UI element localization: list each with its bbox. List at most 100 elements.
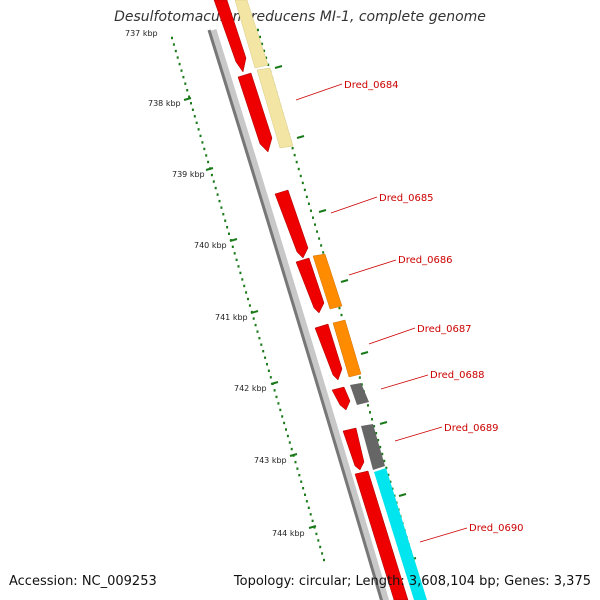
feature-block-grey (350, 383, 369, 405)
ruler-major-tick (340, 279, 349, 283)
ruler-dot (283, 421, 286, 425)
ruler-dot (239, 271, 242, 275)
ruler-dot (216, 193, 219, 196)
feature-track (234, 0, 427, 600)
ruler-dot (299, 174, 302, 178)
ruler-dot (338, 306, 341, 310)
ruler-dot (307, 202, 310, 205)
ruler-major-tick (250, 310, 259, 314)
ruler-dot (186, 89, 189, 92)
feature-block-orange (312, 253, 343, 310)
gene-label: Dred_0688 (430, 370, 485, 381)
scale-label: 744 kbp (272, 529, 305, 538)
ruler-dot (279, 408, 282, 412)
cds-arrow (213, 0, 247, 73)
leader-line (295, 83, 343, 101)
ruler-dot (203, 147, 206, 151)
ruler-dot (231, 245, 234, 248)
ruler-dot (241, 278, 244, 281)
ruler-dot (319, 545, 322, 549)
ruler-dot (288, 441, 291, 444)
ruler-dot (220, 206, 223, 209)
ruler-dot (285, 428, 287, 431)
ruler-dot (320, 244, 323, 247)
ruler-dot (302, 487, 305, 490)
ruler-dot (237, 265, 240, 268)
scale-ruler (171, 28, 426, 600)
ruler-dot (317, 539, 320, 542)
ruler-dot (277, 402, 280, 405)
ruler-dot (205, 154, 208, 157)
ruler-dot (261, 42, 264, 46)
gene-label: Dred_0687 (417, 324, 472, 335)
ruler-dot (172, 43, 175, 46)
cds-arrow (274, 189, 309, 259)
cds-arrow (295, 257, 325, 314)
ruler-major-tick (379, 421, 388, 425)
ruler-major-tick (289, 453, 298, 457)
scale-label: 742 kbp (234, 384, 267, 393)
feature-block-yellow (256, 67, 294, 149)
ruler-dot (290, 447, 293, 451)
ruler-dot (294, 460, 297, 464)
ruler-dot (297, 167, 300, 171)
ruler-dot (210, 173, 213, 177)
ruler-dot (281, 415, 284, 418)
ruler-dot (235, 258, 238, 262)
ruler-dot (340, 313, 343, 317)
ruler-dot (248, 304, 251, 307)
ruler-dot (174, 49, 177, 53)
ruler-dot (311, 216, 314, 219)
ruler-dot (304, 493, 306, 496)
ruler-dot (190, 102, 192, 105)
ruler-dot (318, 237, 321, 240)
ruler-dot (375, 431, 378, 435)
ruler-major-tick (318, 209, 327, 213)
ruler-dot (256, 330, 259, 333)
ruler-dot (184, 82, 187, 85)
cds-arrow (354, 470, 409, 600)
ruler-dot (389, 480, 392, 484)
cds-track (213, 0, 409, 600)
ruler-dot (224, 219, 227, 222)
leader-line (380, 374, 429, 390)
ruler-dot (171, 36, 173, 40)
gene-label: Dred_0685 (379, 193, 434, 204)
ruler-dot (296, 467, 299, 470)
ruler-dot (269, 376, 272, 379)
ruler-dot (195, 121, 198, 125)
ruler-dot (315, 532, 318, 536)
scale-label: 739 kbp (172, 170, 205, 179)
ruler-dot (222, 212, 225, 216)
leader-line (368, 327, 416, 345)
ruler-dot (214, 186, 217, 190)
ruler-major-tick (229, 238, 238, 242)
ruler-dot (371, 418, 374, 421)
ruler-dot (366, 404, 369, 407)
accession-text: Accession: NC_009253 (9, 574, 157, 589)
ruler-dot (291, 146, 294, 150)
leader-line (330, 196, 378, 214)
leader-line (394, 426, 443, 442)
ruler-dot (381, 452, 384, 456)
ruler-major-tick (308, 525, 317, 529)
ruler-dot (265, 56, 268, 60)
scale-label: 741 kbp (215, 313, 248, 322)
scale-label: 738 kbp (148, 99, 181, 108)
ruler-dot (293, 153, 296, 157)
ruler-dot (176, 56, 179, 59)
ruler-dot (263, 49, 266, 53)
ruler-dot (273, 389, 276, 392)
ruler-major-tick (296, 135, 305, 139)
ruler-dot (295, 160, 298, 164)
cds-arrow (314, 323, 343, 381)
ruler-dot (252, 317, 255, 320)
ruler-dot (182, 75, 185, 79)
ruler-dot (233, 252, 236, 255)
ruler-dot (254, 323, 257, 327)
feature-block-yellow (234, 0, 269, 69)
genome-backbone-edge (207, 29, 383, 600)
ruler-dot (298, 473, 301, 477)
cds-arrow (342, 427, 365, 471)
